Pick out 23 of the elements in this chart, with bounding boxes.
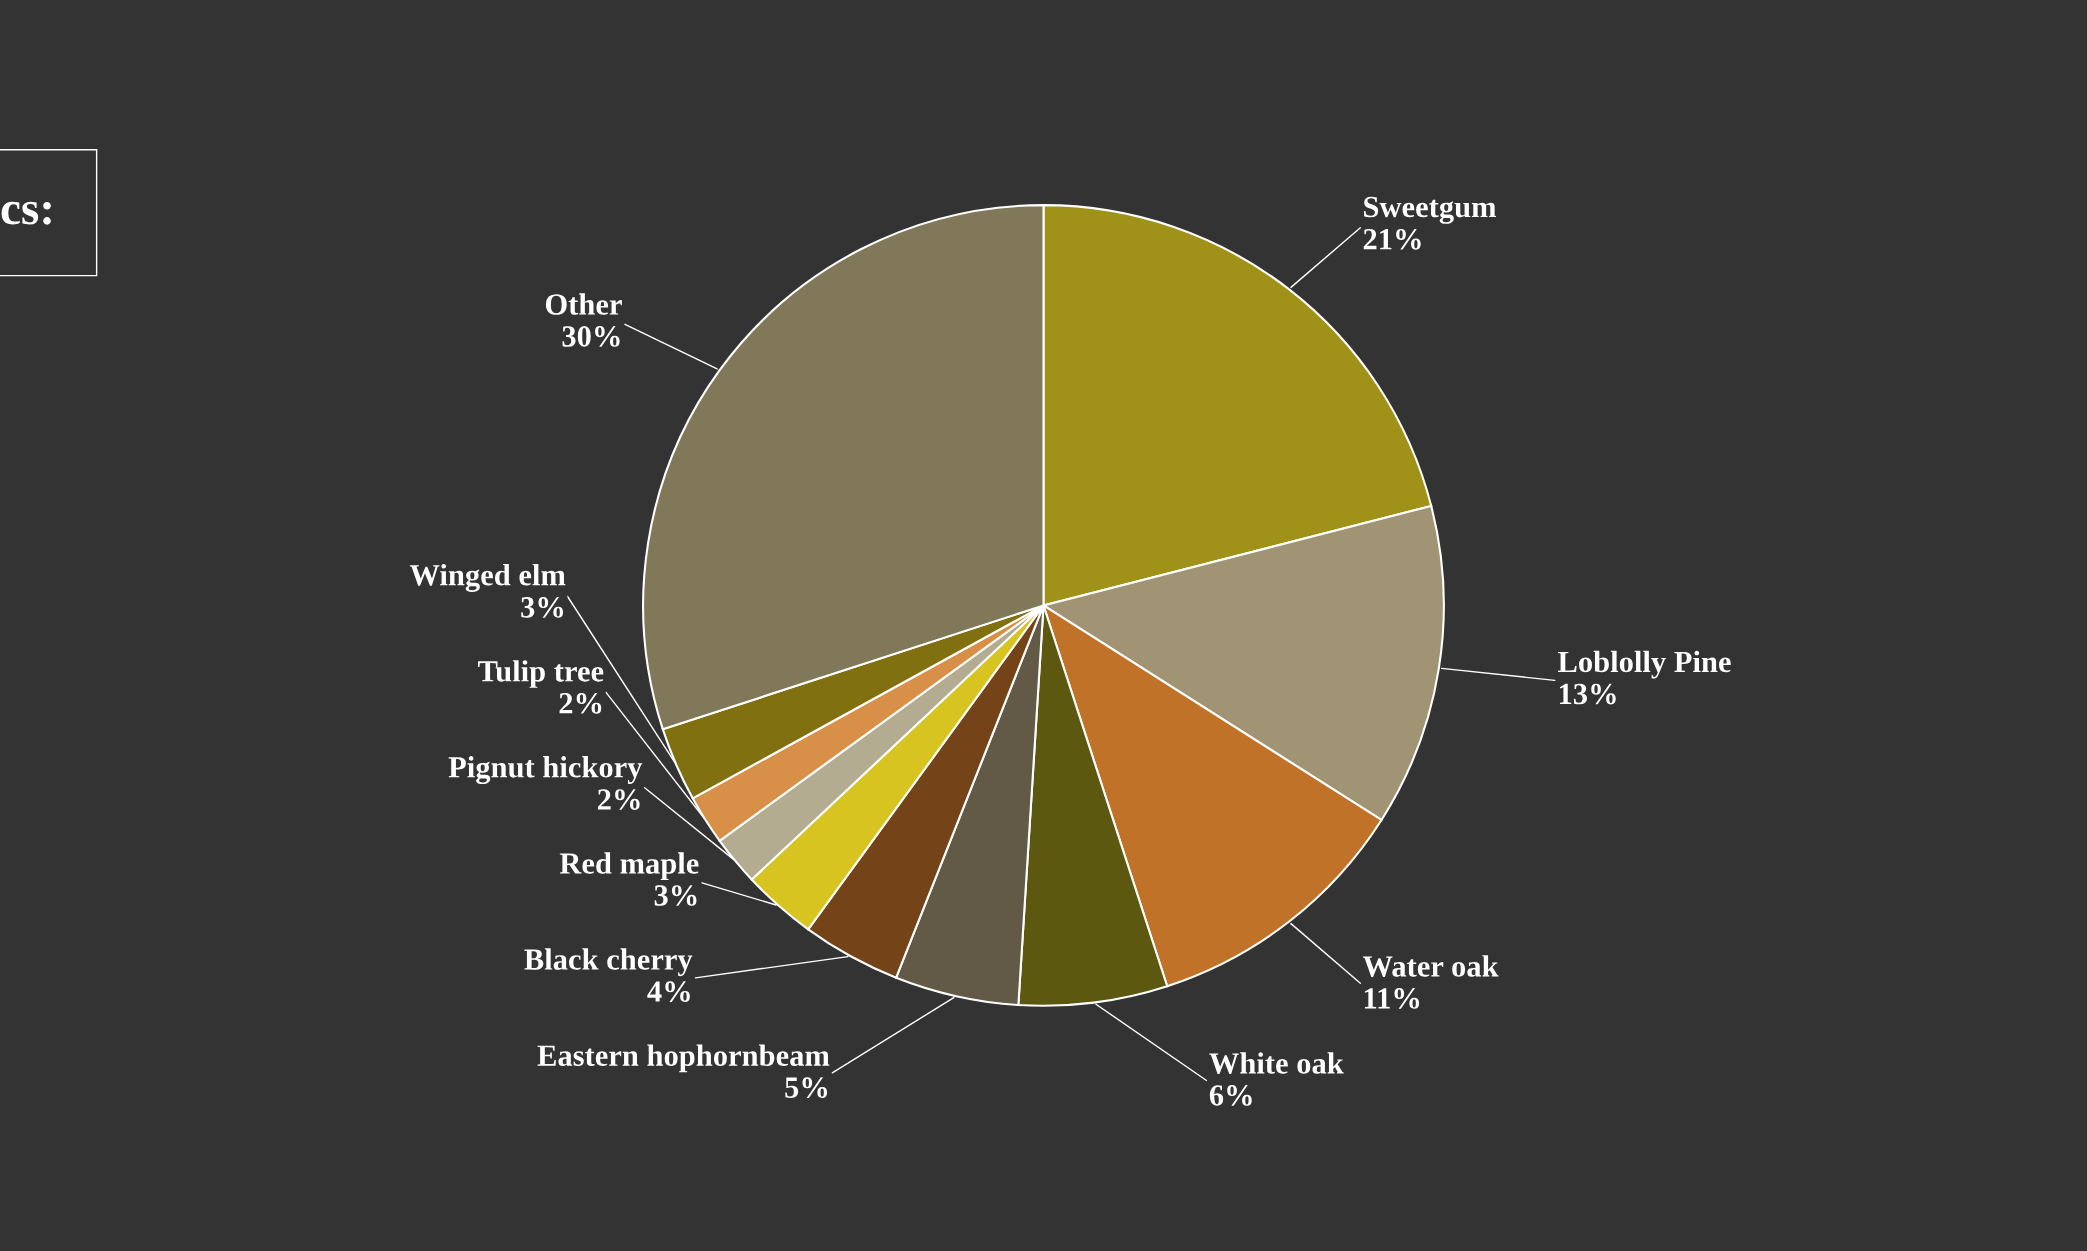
- slice-label: Black cherry: [524, 948, 693, 977]
- data-label: 2%: [597, 789, 640, 810]
- slice-label: Sweetgum: [1364, 196, 1497, 224]
- slice-label: Tulip tree: [478, 660, 604, 688]
- data-label: 11%: [1364, 988, 1420, 1009]
- data-label: 5%: [785, 1077, 828, 1099]
- data-label: 4%: [647, 981, 690, 1002]
- data-label: 3%: [654, 885, 697, 906]
- slice-label: Eastern hophornbeam: [537, 1044, 830, 1073]
- data-label: 2%: [559, 693, 602, 714]
- data-label: 30%: [562, 326, 620, 347]
- slice-label: Other: [545, 293, 622, 315]
- data-label: 3%: [521, 597, 564, 618]
- slice-label: Pignut hickory: [448, 756, 643, 785]
- slice-label: White oak: [1209, 1052, 1344, 1074]
- data-label: 6%: [1209, 1085, 1252, 1106]
- data-label: 13%: [1559, 683, 1616, 705]
- text: cs:: [1, 201, 51, 225]
- slice-label: Water oak: [1362, 955, 1499, 977]
- slice-label: Loblolly Pine: [1558, 650, 1731, 679]
- slice-label: Winged elm: [409, 563, 566, 592]
- slice-label: Red maple: [559, 852, 699, 881]
- data-label: 21%: [1363, 228, 1421, 250]
